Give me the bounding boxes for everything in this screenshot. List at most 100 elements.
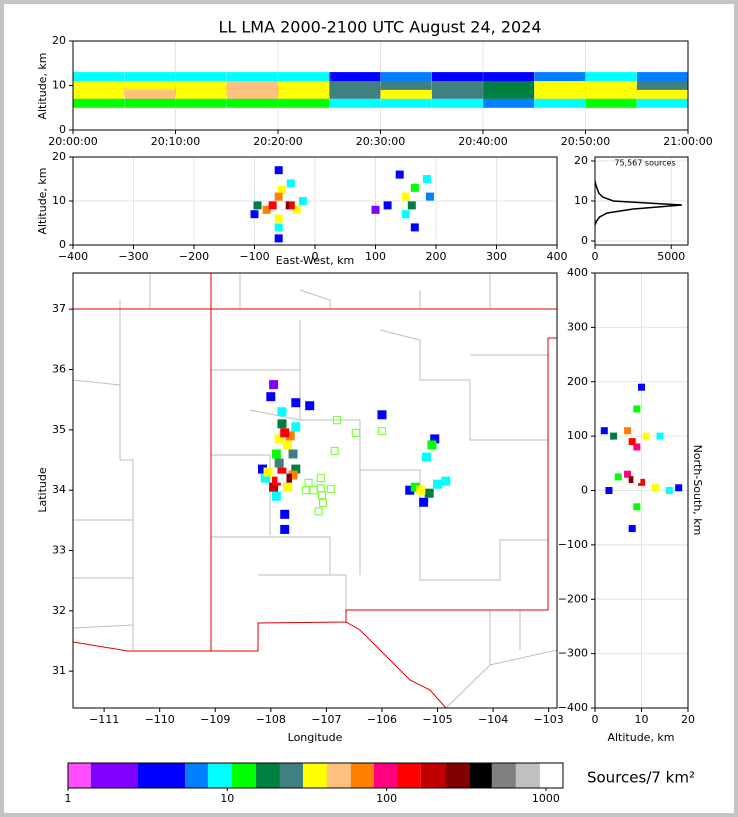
- y-tick-label: 10: [52, 79, 66, 92]
- source-density: [431, 81, 483, 90]
- source-density: [175, 98, 227, 108]
- x-tick-label: −110: [145, 713, 175, 726]
- x-axis-label: East-West, km: [276, 254, 354, 267]
- source-density: [628, 476, 636, 484]
- colorbar-tick-label: 1: [65, 792, 72, 805]
- source-density: [614, 473, 622, 481]
- source-density: [280, 428, 290, 438]
- x-tick-label: −106: [367, 713, 397, 726]
- source-density: [175, 89, 227, 99]
- source-density: [271, 476, 281, 486]
- source-density: [175, 72, 227, 82]
- source-density: [260, 473, 270, 483]
- source-density: [280, 524, 290, 534]
- station: [326, 484, 335, 494]
- source-density: [633, 443, 641, 451]
- y-tick-label: 36: [52, 363, 66, 376]
- altitude-histogram: [595, 180, 682, 226]
- source-density: [401, 210, 410, 219]
- colorbar-segment: [469, 763, 492, 788]
- source-density: [638, 478, 645, 486]
- y-tick-label: 32: [52, 604, 66, 617]
- source-density: [534, 89, 586, 99]
- source-density: [633, 476, 641, 484]
- plot-area: [595, 157, 688, 245]
- source-density: [624, 427, 632, 435]
- colorbar-segment: [373, 763, 398, 788]
- source-density: [286, 201, 295, 210]
- x-tick-label: −300: [118, 250, 148, 263]
- x-tick-label: 400: [547, 250, 568, 263]
- y-tick-label: 100: [567, 429, 588, 442]
- source-density: [483, 72, 535, 82]
- colorbar-segment: [90, 763, 138, 788]
- colorbar-segment: [326, 763, 351, 788]
- source-density: [410, 183, 419, 192]
- source-density: [430, 434, 440, 444]
- plot-area: [595, 273, 688, 708]
- x-tick-label: −103: [534, 713, 564, 726]
- x-axis-label: Altitude, km: [607, 731, 674, 744]
- source-density: [665, 487, 673, 494]
- source-density: [329, 89, 381, 99]
- source-density: [585, 72, 637, 82]
- colorbar-segment: [68, 763, 91, 788]
- source-density: [383, 201, 392, 210]
- source-density: [407, 201, 416, 210]
- colorbar-segment: [491, 763, 516, 788]
- source-density: [401, 192, 410, 201]
- y-tick-label: 0: [59, 238, 66, 251]
- x-tick-label: 0: [592, 250, 599, 263]
- source-density: [585, 98, 637, 108]
- source-density: [274, 223, 283, 232]
- source-density: [638, 383, 645, 391]
- source-density: [274, 192, 283, 201]
- source-density: [277, 407, 287, 417]
- source-density: [636, 81, 688, 90]
- y-tick-label: 10: [52, 194, 66, 207]
- x-tick-label: −200: [179, 250, 209, 263]
- x-tick-label: 5000: [657, 250, 685, 263]
- source-density: [226, 89, 278, 99]
- source-density: [633, 503, 641, 511]
- source-density: [427, 440, 437, 450]
- source-density: [277, 201, 286, 210]
- source-density: [274, 166, 283, 175]
- y-tick-label: 0: [581, 234, 588, 247]
- y-tick-label: 20: [52, 150, 66, 163]
- axes-frame: [72, 272, 558, 709]
- source-density: [268, 201, 277, 210]
- station: [301, 486, 310, 495]
- colorbar-segment: [445, 763, 470, 788]
- source-density: [422, 175, 431, 183]
- source-density: [395, 170, 404, 179]
- source-density: [271, 449, 281, 459]
- source-density: [633, 405, 641, 413]
- colorbar-segment: [279, 763, 304, 788]
- station: [316, 474, 325, 483]
- x-axis-label: Longitude: [288, 731, 343, 744]
- y-tick-label: 0: [59, 123, 66, 136]
- source-density: [124, 72, 176, 82]
- y-axis-label: Latitude: [36, 467, 49, 513]
- source-density: [380, 89, 432, 99]
- source-density: [431, 89, 483, 99]
- y-tick-label: 20: [52, 34, 66, 47]
- source-density: [266, 392, 276, 402]
- source-density: [277, 467, 287, 477]
- source-density: [410, 482, 420, 492]
- source-density: [628, 525, 636, 533]
- source-density: [377, 410, 387, 420]
- source-density: [675, 484, 683, 492]
- colorbar-segment: [350, 763, 374, 788]
- source-density: [534, 98, 586, 108]
- source-density: [124, 98, 176, 108]
- source-density: [278, 81, 330, 90]
- x-tick-label: −104: [478, 713, 508, 726]
- y-axis-label: North-South, km: [691, 445, 704, 536]
- source-density: [421, 452, 431, 462]
- colorbar-segment: [515, 763, 540, 788]
- source-density: [73, 89, 125, 99]
- source-density: [291, 398, 301, 408]
